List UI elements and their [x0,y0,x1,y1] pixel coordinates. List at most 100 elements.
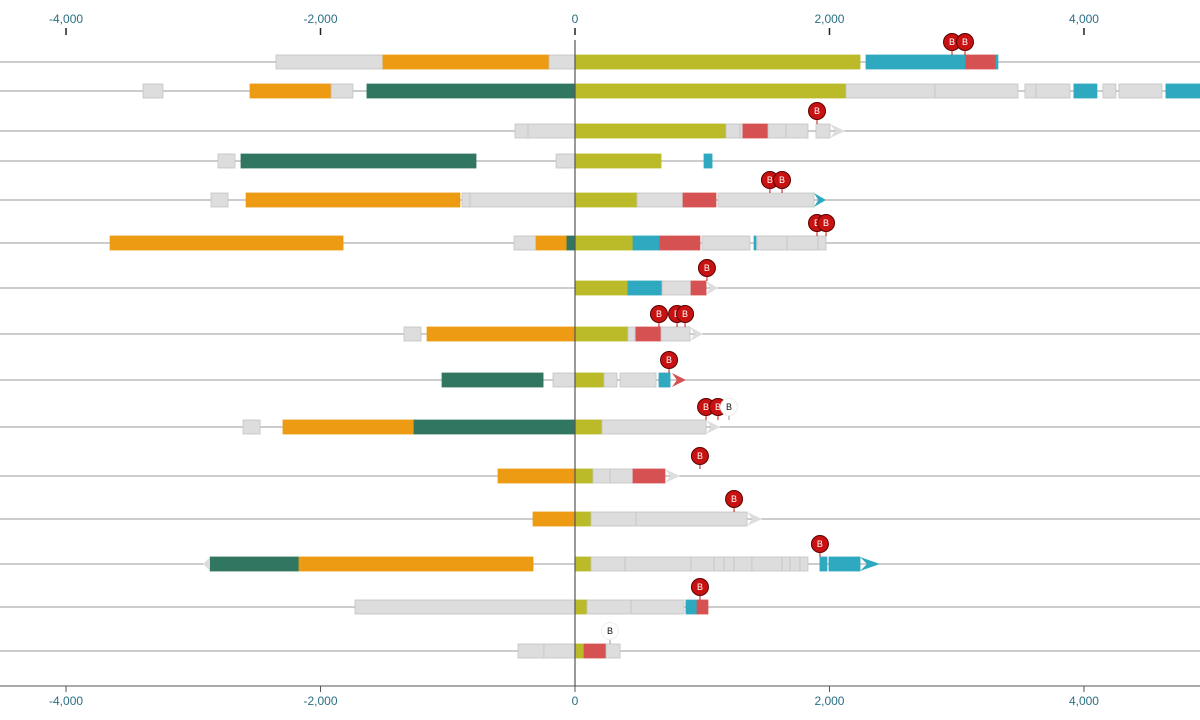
gene-segment-gray [1035,83,1071,99]
gene-segment-orange [109,235,344,251]
gene-arrow-cyan [860,557,880,571]
gene-segment-gray [590,511,637,527]
b-marker-pin: B [808,102,827,124]
gene-segment-gray [660,326,691,342]
gene-segment-olive [574,599,588,615]
b-marker-icon [690,578,709,596]
gene-segment-gray [555,153,576,169]
gene-segment-teal [209,556,300,572]
gene-segment-teal [413,419,576,435]
gene-segment-cyan [703,153,713,169]
gene-segment-olive [574,83,847,99]
b-marker-label: B [731,494,737,504]
b-marker-icon [719,398,738,416]
gene-arrow-gray [706,420,721,434]
gene-arrow-gray [706,281,719,295]
gene-segment-olive [574,643,585,659]
gene-segment-gray [845,83,936,99]
gene-segment-red [690,280,707,296]
gene-segment-cyan [1165,83,1200,99]
gene-segment-gray [630,599,685,615]
gene-segment-gray [609,468,634,484]
gene-segment-teal [441,372,544,388]
gene-segment-olive [574,468,594,484]
gene-segment-gray [619,372,657,388]
b-marker-pin: B [773,171,792,193]
gene-arrow-gray [690,327,704,341]
b-marker-pin: B [600,622,619,644]
b-marker-icon [600,622,619,640]
gene-segment-gray [756,235,788,251]
b-marker-icon [810,535,829,553]
gene-segment-gray [601,419,707,435]
gene-segment-olive [574,123,727,139]
gene-segment-olive [574,280,629,296]
gene-segment-cyan [685,599,698,615]
track-row [0,153,1200,169]
b-marker-pin: B [943,33,962,55]
b-marker-icon [808,102,827,120]
gene-segment-gray [590,556,626,572]
b-marker-pin: B [817,214,836,236]
b-marker-icon [955,33,974,51]
gene-segment-gray [799,556,809,572]
gene-segment-orange [497,468,576,484]
b-marker-pin: B [955,33,974,55]
gene-segment-gray [713,556,725,572]
gene-segment-olive [574,372,605,388]
gene-segment-gray [403,326,422,342]
gene-segment-red [635,326,662,342]
b-marker-pin: B [697,259,716,281]
b-marker-label: B [823,218,829,228]
b-marker-label: B [767,175,773,185]
b-marker-label: B [949,37,955,47]
b-marker-pin: B [725,490,744,512]
gene-segment-gray [627,326,636,342]
b-marker-pin: B [810,535,829,557]
gene-segment-red [696,599,709,615]
track-row: B [0,259,1200,296]
gene-segment-gray [592,468,611,484]
gene-segment-gray [815,123,831,139]
b-marker-icon [697,259,716,277]
gene-segment-cyan [1073,83,1098,99]
gene-segment-gray [1024,83,1037,99]
gene-segment-olive [574,511,592,527]
track-row: B [0,447,1200,484]
b-marker-label: B [703,402,709,412]
b-marker-label: B [607,626,613,636]
b-marker-pin: B [690,578,709,600]
b-marker-label: B [682,309,688,319]
gene-segment-cyan [995,54,999,70]
b-marker-label: B [817,539,823,549]
gene-segment-red [659,235,701,251]
bottom-tick-label: -2,000 [304,694,338,708]
track-row: B [0,490,1200,527]
b-marker-pin: B [676,305,695,327]
bottom-tick-label: 4,000 [1069,694,1099,708]
b-marker-label: B [962,37,968,47]
top-tick-label: 2,000 [814,12,844,26]
gene-segment-gray [785,123,809,139]
gene-segment-gray [603,372,618,388]
gene-segment-gray [275,54,384,70]
gene-segment-gray [789,556,801,572]
gene-segment-gray [781,556,791,572]
gene-segment-cyan [828,556,861,572]
gene-segment-gray [723,556,735,572]
track-row: B [0,622,1200,659]
bottom-tick-label: 2,000 [814,694,844,708]
gene-segment-gray [242,419,261,435]
gene-segment-cyan [865,54,967,70]
gene-segment-olive [574,419,603,435]
gene-segment-orange [382,54,550,70]
gene-segment-olive [574,326,629,342]
gene-segment-orange [535,235,568,251]
gene-segment-red [742,123,769,139]
gene-segment-gray [586,599,632,615]
b-marker-icon [773,171,792,189]
gene-arrow-gray [747,512,763,526]
top-tick-label: 0 [572,12,579,26]
